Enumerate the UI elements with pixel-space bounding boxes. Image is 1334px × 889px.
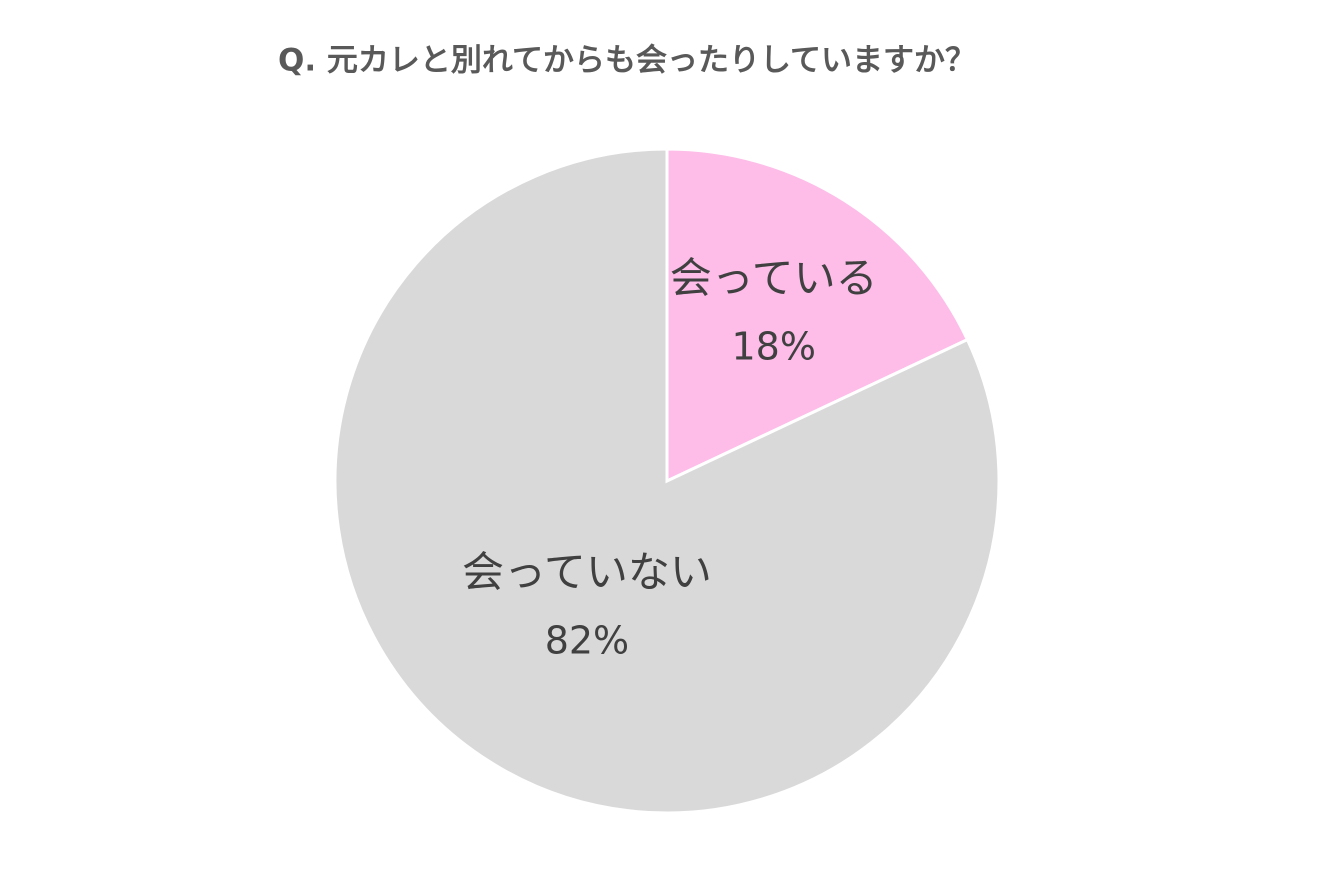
pie-slice [333,147,1001,815]
slice-label: 会っていない [462,548,712,597]
pie-slice [665,147,970,484]
value-label: 82% [545,619,629,663]
chart-title: Q. 元カレと別れてからも会ったりしていますか？ [278,43,976,79]
slice-label: 会っている [670,253,878,302]
value-label: 18% [732,324,816,368]
